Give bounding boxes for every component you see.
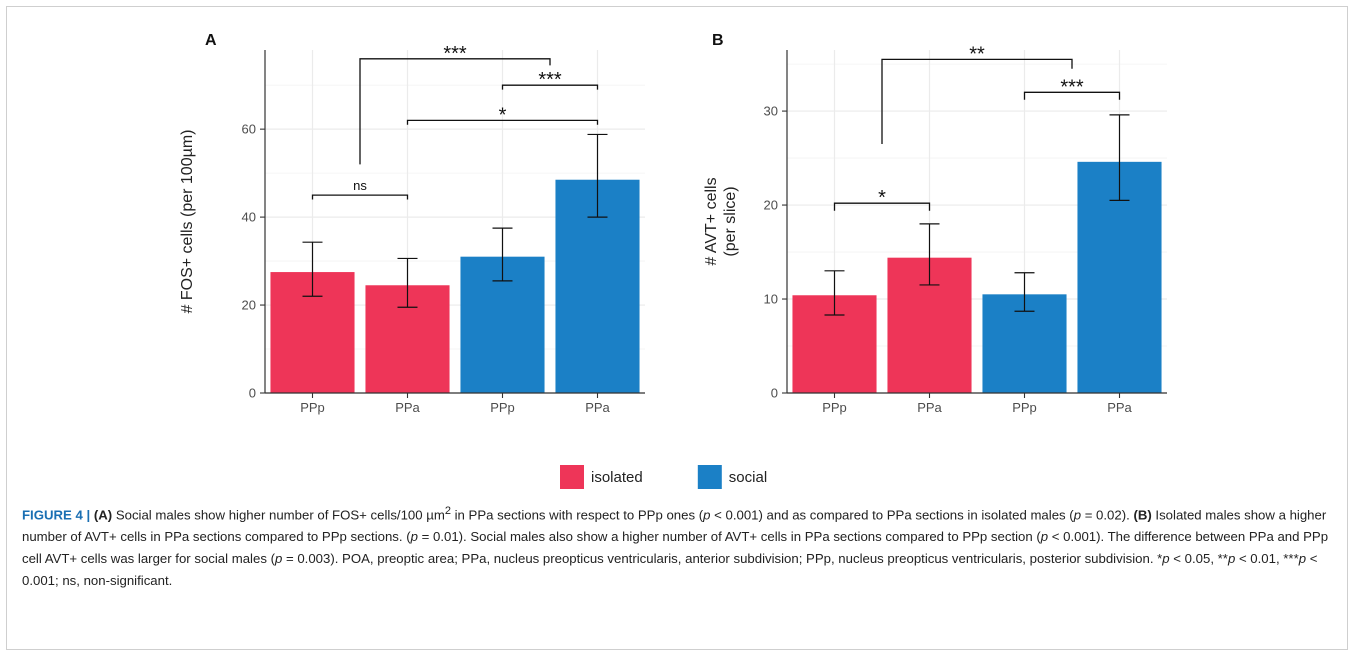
y-tick-label: 0: [249, 386, 256, 401]
caption-a-text-3: < 0.001) and as compared to PPa sections…: [710, 507, 1074, 523]
x-tick-label: PPp: [822, 400, 847, 415]
legend: isolated social: [560, 465, 767, 489]
significance-bracket: *: [406, 104, 599, 126]
y-tick-label: 30: [764, 104, 778, 119]
caption-a-sup: 2: [444, 505, 451, 517]
y-axis-label: # AVT+ cells (per slice): [703, 177, 739, 265]
caption-p: p: [274, 551, 283, 567]
y-tick-label: 60: [242, 122, 256, 137]
y-tick-label: 20: [764, 198, 778, 213]
bracket-line: [833, 202, 931, 211]
bracket-label: ***: [1060, 76, 1084, 98]
bracket-line: [501, 84, 599, 90]
error-bar: [397, 257, 418, 308]
legend-swatch-social: [697, 465, 722, 489]
caption-figure-label: FIGURE 4 |: [22, 507, 94, 523]
error-bar: [919, 223, 940, 286]
x-tick-label: PPp: [300, 400, 325, 415]
error-bar: [824, 270, 845, 316]
caption-b-text-7: < 0.001; ns, non-significant.: [22, 551, 1318, 589]
error-bar: [492, 227, 513, 282]
caption-a-label: (A): [93, 507, 113, 523]
significance-bracket: ***: [359, 43, 551, 165]
significance-bracket: ns: [311, 178, 409, 200]
significance-bracket: **: [881, 43, 1073, 144]
y-tick-label: 40: [242, 210, 256, 225]
error-bar: [1109, 114, 1130, 201]
bracket-line: [1023, 91, 1121, 100]
figure-frame: [6, 6, 1348, 650]
bracket-line: [406, 119, 599, 125]
legend-label-social: social: [729, 469, 767, 486]
x-tick-label: PPa: [917, 400, 942, 415]
caption-b-label: (B): [1133, 507, 1152, 523]
caption-p: p: [1298, 551, 1307, 567]
figure-caption: FIGURE 4 | (A) Social males show higher …: [22, 500, 1340, 592]
error-bar: [1014, 272, 1035, 312]
y-axis-label-line: # AVT+ cells: [703, 177, 720, 265]
x-tick-label: PPp: [490, 400, 515, 415]
bracket-line: [311, 194, 409, 200]
caption-p: p: [410, 529, 418, 545]
significance-bracket: ***: [501, 69, 599, 91]
panel-label: B: [712, 32, 724, 49]
caption-p: p: [1227, 551, 1236, 567]
panel-label: A: [205, 32, 217, 49]
significance-bracket: ***: [1023, 76, 1121, 100]
legend-swatch-isolated: [560, 465, 584, 489]
legend-label-isolated: isolated: [591, 469, 643, 486]
caption-p: p: [703, 507, 711, 523]
bracket-label: *: [499, 104, 507, 126]
caption-b-text-4: = 0.003). POA, preoptic area; PPa, nucle…: [282, 551, 1163, 567]
significance-bracket: *: [833, 187, 931, 211]
caption-b-text-6: < 0.01, ***: [1235, 551, 1299, 567]
caption-a-text-4: = 0.02).: [1081, 507, 1134, 523]
bracket-line: [359, 58, 551, 165]
caption-a-text-1: Social males show higher number of FOS+ …: [112, 507, 445, 523]
y-tick-label: 20: [242, 298, 256, 313]
y-axis-label-line: # FOS+ cells (per 100µm): [179, 130, 196, 314]
y-axis-label: # FOS+ cells (per 100µm): [179, 130, 196, 314]
y-tick-label: 10: [764, 292, 778, 307]
bracket-label: ns: [353, 178, 367, 193]
y-tick-label: 0: [771, 386, 778, 401]
error-bar: [302, 241, 323, 297]
caption-p: p: [1073, 507, 1082, 523]
x-tick-label: PPa: [585, 400, 610, 415]
x-tick-label: PPp: [1012, 400, 1037, 415]
bracket-label: ***: [443, 43, 467, 65]
caption-p: p: [1040, 529, 1049, 545]
bracket-label: ***: [538, 69, 562, 91]
caption-b-text-5: < 0.05, **: [1169, 551, 1228, 567]
bracket-label: *: [878, 187, 886, 209]
error-bar: [587, 133, 608, 218]
x-tick-label: PPa: [1107, 400, 1132, 415]
caption-p: p: [1162, 551, 1170, 567]
bracket-label: **: [969, 43, 985, 65]
y-axis-label-line: (per slice): [722, 186, 739, 256]
bracket-line: [881, 58, 1073, 144]
caption-b-text-2: = 0.01). Social males also show a higher…: [417, 529, 1041, 545]
caption-a-text-2: in PPa sections with respect to PPp ones…: [450, 507, 704, 523]
x-tick-label: PPa: [395, 400, 420, 415]
caption-b-text-3: < 0.001). The difference between PPa and…: [22, 529, 1329, 567]
caption-b-text-1: Isolated males show a higher number of A…: [22, 507, 1327, 545]
